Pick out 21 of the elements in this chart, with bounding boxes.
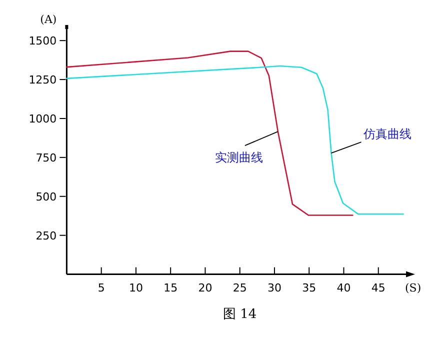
x-tick-label: 25: [232, 281, 247, 294]
y-tick-label: 250: [36, 229, 57, 242]
y-tick-label: 1500: [28, 34, 57, 48]
y-tick-label: 500: [36, 190, 57, 204]
x-tick-label: 45: [371, 281, 386, 294]
y-tick-label: 1000: [28, 112, 57, 126]
x-tick-label: 30: [267, 281, 282, 294]
annotation: 实测曲线: [214, 150, 263, 165]
x-tick-label: 15: [164, 281, 178, 294]
x-axis-title: (S): [405, 281, 422, 294]
x-tick-label: 20: [198, 281, 212, 294]
y-tick-label: 1250: [28, 74, 57, 87]
x-tick-label: 35: [302, 281, 316, 294]
x-tick-label: 10: [128, 281, 143, 294]
annotation: 仿真曲线: [362, 127, 412, 142]
text: 图 14: [223, 307, 257, 322]
x-tick-label: 40: [336, 281, 351, 294]
y-axis-title: (A): [40, 13, 57, 26]
line-series: [66, 50, 354, 216]
y-tick-label: 750: [36, 151, 57, 164]
x-tick-label: 5: [98, 281, 105, 294]
